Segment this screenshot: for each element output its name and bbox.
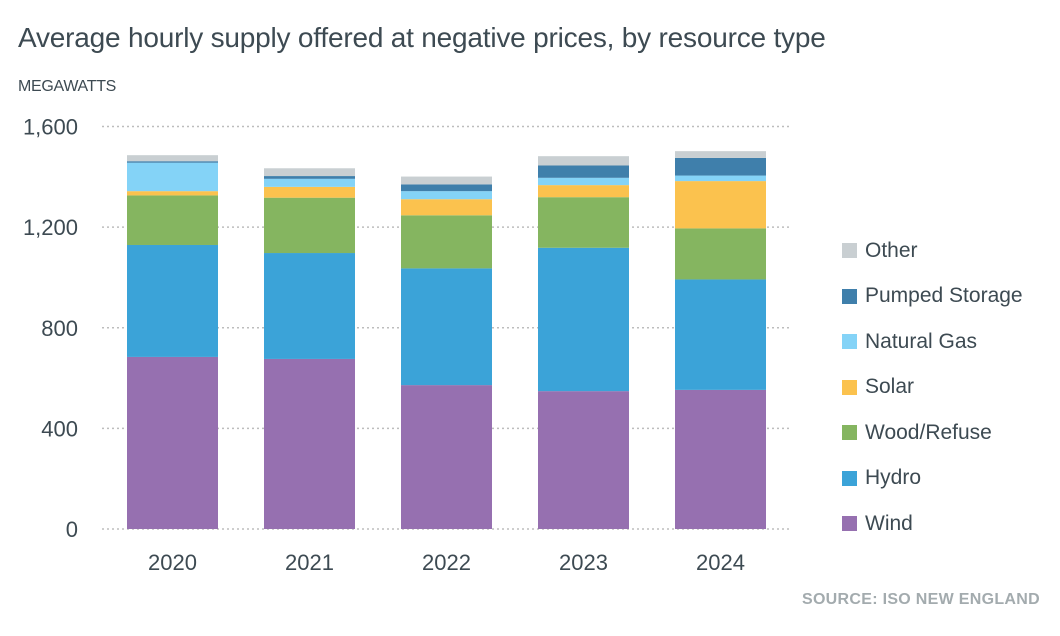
y-tick-label: 400 bbox=[41, 416, 78, 441]
legend-item: Hydro bbox=[842, 456, 1023, 502]
source-note: SOURCE: ISO NEW ENGLAND bbox=[801, 591, 1040, 608]
legend-swatch bbox=[842, 243, 857, 259]
bar-segment-pumped-storage bbox=[264, 176, 355, 179]
legend-swatch bbox=[842, 379, 857, 395]
x-tick-label: 2020 bbox=[148, 550, 197, 575]
x-tick-label: 2021 bbox=[285, 550, 334, 575]
bar-segment-wood-refuse bbox=[264, 197, 355, 254]
bar-segment-hydro bbox=[264, 253, 355, 359]
bar-segment-pumped-storage bbox=[675, 157, 766, 176]
x-tick-label: 2024 bbox=[696, 550, 745, 575]
bars bbox=[127, 151, 766, 529]
bar-segment-pumped-storage bbox=[538, 165, 629, 178]
bar-segment-wind bbox=[401, 385, 492, 529]
bar-segment-hydro bbox=[127, 244, 218, 357]
bar-stack-2022 bbox=[401, 176, 492, 529]
legend-item: Pumped Storage bbox=[842, 274, 1023, 320]
bar-segment-pumped-storage bbox=[127, 161, 218, 163]
legend-item: Wind bbox=[842, 501, 1023, 547]
y-tick-label: 0 bbox=[66, 517, 78, 542]
legend-item: Other bbox=[842, 228, 1023, 274]
bar-segment-solar bbox=[264, 186, 355, 198]
bar-segment-natural-gas bbox=[675, 175, 766, 182]
bar-stack-2021 bbox=[264, 168, 355, 529]
bar-segment-natural-gas bbox=[264, 178, 355, 187]
bar-segment-wood-refuse bbox=[127, 195, 218, 245]
bar-segment-natural-gas bbox=[538, 177, 629, 186]
bar-stack-2020 bbox=[127, 155, 218, 529]
legend-swatch bbox=[842, 516, 857, 532]
bar-segment-wood-refuse bbox=[675, 228, 766, 280]
chart-title: Average hourly supply offered at negativ… bbox=[18, 22, 826, 53]
bar-segment-other bbox=[127, 155, 218, 162]
bar-segment-hydro bbox=[538, 247, 629, 392]
bar-segment-other bbox=[675, 151, 766, 158]
bar-segment-other bbox=[264, 168, 355, 177]
legend-item: Solar bbox=[842, 365, 1023, 411]
bar-segment-solar bbox=[127, 191, 218, 196]
bar-segment-natural-gas bbox=[127, 162, 218, 192]
bar-segment-solar bbox=[675, 181, 766, 229]
bar-segment-wind bbox=[127, 356, 218, 529]
bar-segment-solar bbox=[538, 185, 629, 198]
legend-label: Solar bbox=[865, 375, 915, 399]
legend-label: Wind bbox=[865, 511, 913, 535]
bar-segment-hydro bbox=[675, 279, 766, 390]
legend-item: Natural Gas bbox=[842, 319, 1023, 365]
legend-swatch bbox=[842, 334, 857, 350]
legend-label: Other bbox=[865, 238, 918, 262]
y-axis-unit-label: MEGAWATTS bbox=[18, 78, 117, 95]
x-tick-label: 2023 bbox=[559, 550, 608, 575]
bar-segment-wood-refuse bbox=[538, 197, 629, 248]
legend-label: Hydro bbox=[865, 466, 922, 490]
bar-segment-hydro bbox=[401, 268, 492, 386]
legend-label: Pumped Storage bbox=[865, 284, 1023, 308]
bar-segment-wind bbox=[264, 358, 355, 529]
bar-segment-wind bbox=[538, 391, 629, 529]
y-tick-label: 800 bbox=[41, 316, 78, 341]
legend-label: Natural Gas bbox=[865, 329, 978, 353]
bar-stack-2023 bbox=[538, 156, 629, 529]
bar-segment-other bbox=[401, 176, 492, 185]
legend-item: Wood/Refuse bbox=[842, 410, 1023, 456]
legend: Other Pumped Storage Natural Gas Solar W… bbox=[842, 228, 1023, 547]
y-tick-label: 1,600 bbox=[23, 115, 78, 140]
bar-segment-wood-refuse bbox=[401, 215, 492, 269]
bar-segment-wind bbox=[675, 389, 766, 529]
bar-segment-pumped-storage bbox=[401, 184, 492, 192]
y-tick-label: 1,200 bbox=[23, 215, 78, 240]
legend-label: Wood/Refuse bbox=[865, 420, 992, 444]
bar-segment-other bbox=[538, 156, 629, 166]
x-tick-label: 2022 bbox=[422, 550, 471, 575]
y-axis-ticks: 0 400 800 1,200 1,600 bbox=[23, 115, 78, 543]
bar-stack-2024 bbox=[675, 151, 766, 529]
x-axis-ticks: 2020 2021 2022 2023 2024 bbox=[148, 550, 745, 575]
bar-segment-natural-gas bbox=[401, 191, 492, 200]
bar-segment-solar bbox=[401, 199, 492, 216]
legend-swatch bbox=[842, 425, 857, 441]
legend-swatch bbox=[842, 470, 857, 486]
legend-swatch bbox=[842, 288, 857, 304]
